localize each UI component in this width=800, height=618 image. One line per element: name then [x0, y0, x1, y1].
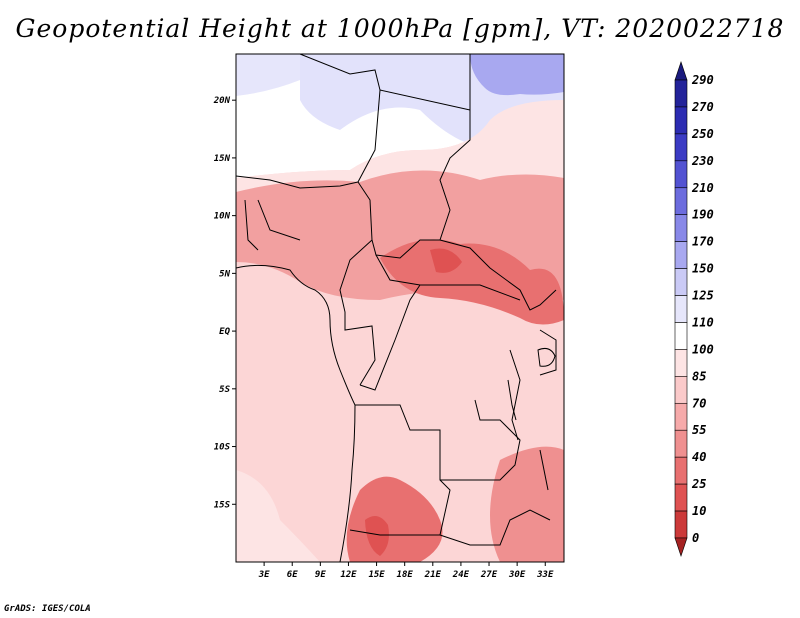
lat-tick-label: 20N — [213, 96, 231, 106]
border-segment — [339, 239, 376, 386]
border-segment — [439, 110, 557, 311]
colorbar-label: 100 — [692, 342, 714, 356]
map-axes: 20N 15N 10N 5N EQ 5S 10S 15S 3E 6E 9E 12E 15E 18E 21E 2… — [213, 96, 554, 580]
colorbar-swatch — [674, 456, 688, 485]
border-segment — [236, 175, 359, 189]
grads-credit: GrADS: IGES/COLA — [4, 604, 91, 614]
border-segment — [299, 54, 381, 241]
colorbar-swatch — [674, 268, 688, 296]
lat-tick-label: 15N — [214, 154, 231, 164]
lon-tick-label: 15E — [368, 570, 385, 580]
lake-malawi — [539, 449, 549, 491]
field-red-core — [430, 248, 462, 273]
colorbar-swatch — [674, 79, 688, 108]
lat-tick-label: 10N — [214, 212, 231, 222]
border-segment — [257, 199, 301, 241]
colorbar-label: 25 — [691, 477, 706, 491]
field-deep-red-south — [365, 516, 389, 556]
coastline — [236, 264, 356, 562]
colorbar-swatch — [674, 349, 688, 377]
colorbar-label: 70 — [692, 396, 706, 410]
colorbar-swatch — [674, 106, 688, 135]
lat-tick-label: EQ — [219, 327, 230, 337]
field-salmon-southeast — [490, 446, 564, 562]
border-segment — [371, 239, 440, 259]
colorbar-label: 85 — [692, 369, 706, 383]
lon-tick-label: 6E — [287, 570, 298, 580]
colorbar-label: 170 — [692, 235, 714, 249]
border-segment — [439, 509, 551, 546]
border-segment — [244, 199, 259, 251]
border-segment — [359, 284, 421, 391]
colorbar-swatch — [674, 133, 688, 162]
lon-tick-label: 3E — [258, 570, 270, 580]
colorbar-swatch — [674, 241, 688, 269]
field-blue-northeast — [470, 54, 564, 96]
colorbar-swatch — [674, 429, 688, 458]
lat-tick-label: 10S — [214, 443, 231, 453]
border-segment — [539, 329, 557, 376]
colorbar-swatch — [674, 402, 688, 431]
colorbar-swatch — [674, 187, 688, 216]
field-light-pink-southwest — [236, 470, 320, 562]
colorbar-swatch — [674, 214, 688, 242]
colorbar-label: 0 — [692, 531, 699, 545]
chart-title: Geopotential Height at 1000hPa [gpm], VT… — [15, 14, 785, 43]
field-lavender-northwest — [236, 54, 300, 96]
colorbar-top-arrow — [674, 61, 688, 81]
colorbar-label: 150 — [692, 262, 714, 276]
border-segment — [509, 349, 521, 441]
lat-tick-label: 15S — [214, 500, 231, 510]
colorbar-label: 40 — [692, 450, 706, 464]
colorbar-label: 125 — [692, 289, 714, 303]
lake-victoria — [537, 348, 556, 367]
colorbar-swatch — [674, 483, 688, 512]
lon-tick-label: 18E — [397, 570, 414, 580]
colorbar-label: 190 — [692, 208, 714, 222]
field-pink-north-band — [236, 100, 564, 192]
border-segment — [440, 399, 521, 481]
map-frame — [235, 53, 565, 563]
lon-tick-label: 27E — [480, 570, 498, 580]
colorbar-label: 270 — [691, 100, 714, 114]
country-borders — [236, 54, 557, 562]
colorbar-label: 250 — [691, 127, 714, 141]
lon-tick-label: 30E — [508, 570, 526, 580]
lat-tick-label: 5S — [219, 385, 230, 395]
lon-tick-label: 9E — [315, 570, 326, 580]
colorbar: 2902702502302101901701501251101008570554… — [674, 61, 714, 557]
colorbar-label: 55 — [692, 423, 706, 437]
colorbar-bottom-arrow — [674, 537, 688, 557]
lat-tick-label: 5N — [219, 269, 230, 279]
field-red-central-africa — [380, 239, 564, 325]
height-field — [236, 54, 564, 562]
colorbar-label: 110 — [692, 315, 714, 329]
lon-tick-label: 21E — [424, 570, 442, 580]
lon-tick-label: 12E — [340, 570, 357, 580]
lake-tanganyika — [507, 379, 517, 421]
lon-tick-label: 33E — [536, 570, 554, 580]
colorbar-swatch — [674, 295, 688, 323]
lon-tick-label: 24E — [452, 570, 470, 580]
colorbar-label: 290 — [691, 73, 714, 87]
colorbar-swatch — [674, 510, 688, 539]
colorbar-label: 230 — [691, 154, 714, 168]
colorbar-swatch — [674, 160, 688, 189]
colorbar-label: 210 — [691, 181, 714, 195]
colorbar-label: 10 — [692, 504, 706, 518]
colorbar-swatch — [674, 322, 688, 350]
colorbar-swatch — [674, 376, 688, 404]
